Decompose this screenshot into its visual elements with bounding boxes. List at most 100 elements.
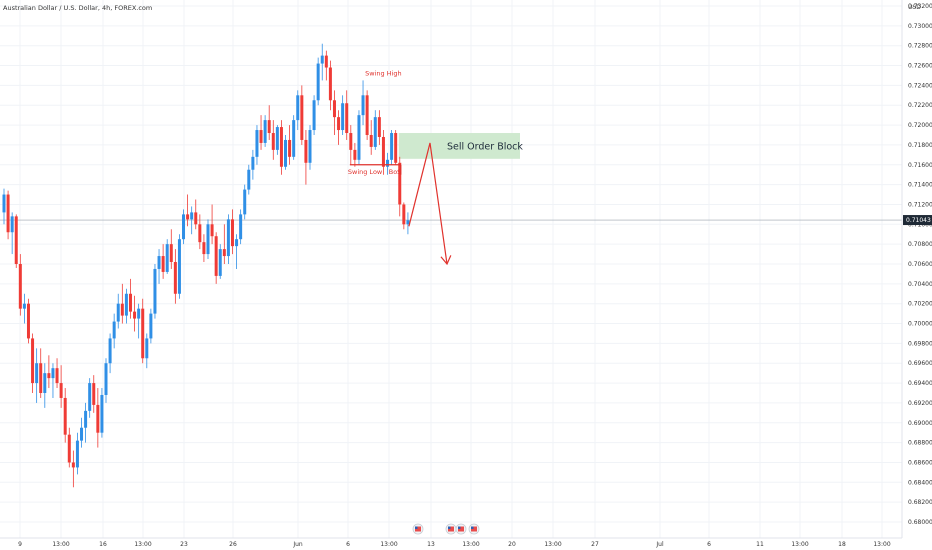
candle-body[interactable]: [316, 63, 320, 101]
candle-body[interactable]: [373, 117, 377, 147]
candle-body[interactable]: [288, 139, 292, 157]
candle-body[interactable]: [222, 249, 226, 257]
candle-body[interactable]: [349, 133, 353, 150]
candle-body[interactable]: [67, 434, 71, 463]
candle-body[interactable]: [398, 162, 402, 205]
candle-body[interactable]: [108, 338, 112, 364]
candle-body[interactable]: [390, 133, 394, 160]
candle-body[interactable]: [137, 308, 141, 319]
candle-body[interactable]: [84, 410, 88, 428]
candle-body[interactable]: [55, 368, 59, 384]
candle-body[interactable]: [145, 338, 149, 359]
candle-body[interactable]: [251, 156, 255, 170]
candle-body[interactable]: [75, 440, 79, 468]
candle-body[interactable]: [22, 303, 26, 309]
candle-body[interactable]: [320, 55, 324, 64]
candle-body[interactable]: [80, 427, 84, 441]
candle-body[interactable]: [377, 117, 381, 137]
candle-body[interactable]: [243, 189, 247, 215]
candle-body[interactable]: [381, 136, 385, 167]
candle-body[interactable]: [182, 214, 186, 240]
candle-body[interactable]: [214, 236, 218, 276]
candle-body[interactable]: [2, 194, 6, 213]
candle-body[interactable]: [292, 120, 296, 157]
candle-body[interactable]: [198, 224, 202, 243]
candle-body[interactable]: [337, 117, 341, 131]
candle-body[interactable]: [365, 95, 369, 135]
candle-body[interactable]: [18, 264, 22, 309]
candle-body[interactable]: [169, 244, 173, 263]
candle-body[interactable]: [206, 224, 210, 255]
candle-body[interactable]: [43, 373, 47, 393]
candle-body[interactable]: [235, 239, 239, 247]
candle-body[interactable]: [308, 130, 312, 163]
candle-body[interactable]: [361, 95, 365, 116]
candle-body[interactable]: [239, 214, 243, 240]
candle-body[interactable]: [100, 394, 104, 433]
candle-body[interactable]: [230, 219, 234, 247]
candle-body[interactable]: [202, 242, 206, 255]
price-axis[interactable]: 0.73200 0.73000 0.72800 0.72600 0.72400 0.722…: [901, 0, 932, 538]
candle-body[interactable]: [47, 373, 51, 379]
candle-body[interactable]: [71, 462, 75, 468]
candle-body[interactable]: [35, 363, 39, 384]
candle-body[interactable]: [406, 220, 410, 225]
candle-body[interactable]: [271, 133, 275, 150]
candle-body[interactable]: [112, 321, 116, 339]
candle-body[interactable]: [6, 194, 10, 233]
candle-body[interactable]: [218, 249, 222, 276]
candle-body[interactable]: [149, 313, 153, 339]
candle-body[interactable]: [190, 212, 194, 220]
candle-body[interactable]: [345, 103, 349, 134]
candle-body[interactable]: [300, 95, 304, 140]
candle-body[interactable]: [177, 239, 181, 294]
candle-body[interactable]: [31, 338, 35, 384]
event-flags[interactable]: [412, 523, 480, 535]
time-axis[interactable]: 9 13:00 16 13:00 23 26 Jun 6 13:00 13 13:00 20 13:00…: [0, 537, 902, 548]
candle-body[interactable]: [141, 308, 145, 359]
candle-body[interactable]: [357, 115, 361, 160]
candle-body[interactable]: [51, 368, 55, 379]
candle-body[interactable]: [394, 133, 398, 163]
candle-body[interactable]: [63, 397, 67, 435]
candle-body[interactable]: [92, 383, 96, 405]
candle-body[interactable]: [161, 256, 165, 272]
candle-body[interactable]: [14, 216, 18, 264]
candle-body[interactable]: [328, 67, 332, 101]
candle-body[interactable]: [263, 120, 267, 143]
candle-body[interactable]: [332, 100, 336, 118]
candles[interactable]: [2, 43, 410, 488]
candle-body[interactable]: [128, 293, 132, 312]
candle-body[interactable]: [247, 169, 251, 190]
candle-body[interactable]: [353, 149, 357, 160]
candle-body[interactable]: [210, 224, 214, 237]
candle-body[interactable]: [88, 383, 92, 411]
candle-body[interactable]: [296, 95, 300, 121]
candle-body[interactable]: [165, 244, 169, 272]
candle-body[interactable]: [157, 256, 161, 269]
candle-body[interactable]: [26, 303, 30, 339]
candle-body[interactable]: [104, 363, 108, 395]
candle-body[interactable]: [341, 103, 345, 131]
candle-body[interactable]: [173, 262, 177, 294]
candle-body[interactable]: [96, 404, 100, 433]
candle-body[interactable]: [255, 130, 259, 157]
candle-body[interactable]: [386, 159, 390, 167]
candle-body[interactable]: [10, 216, 14, 233]
candle-body[interactable]: [312, 100, 316, 131]
candle-body[interactable]: [120, 303, 124, 316]
candle-body[interactable]: [275, 127, 279, 150]
candle-body[interactable]: [304, 139, 308, 163]
candle-body[interactable]: [259, 130, 263, 143]
candle-body[interactable]: [59, 383, 63, 398]
candle-body[interactable]: [324, 55, 328, 68]
candle-body[interactable]: [116, 303, 120, 322]
candle-body[interactable]: [186, 214, 190, 220]
candle-body[interactable]: [194, 212, 198, 225]
candle-body[interactable]: [39, 363, 43, 393]
candle-body[interactable]: [133, 311, 137, 319]
candle-body[interactable]: [284, 139, 288, 167]
candle-body[interactable]: [279, 127, 283, 167]
candle-body[interactable]: [402, 204, 406, 225]
